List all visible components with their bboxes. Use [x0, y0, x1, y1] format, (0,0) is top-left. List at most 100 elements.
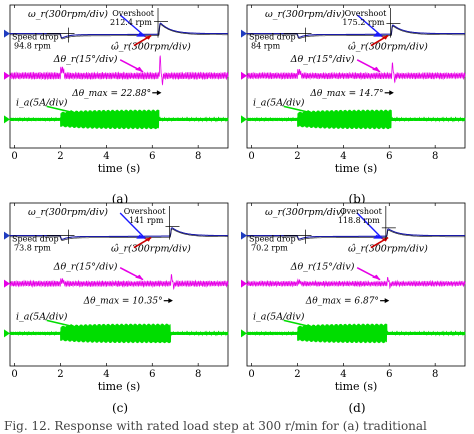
overshoot-label: Overshoot	[340, 207, 383, 216]
channel-marker	[4, 329, 10, 338]
channel-marker	[241, 329, 247, 338]
current-arrow-head	[68, 109, 77, 115]
overshoot-label: Overshoot	[124, 207, 167, 216]
dtheta-arrow-head	[384, 298, 390, 304]
x-tick-label: 6	[149, 369, 155, 380]
theta-arrow-head	[372, 274, 381, 280]
dtheta-arrow-head	[168, 298, 173, 304]
drop-label: Speed drop	[12, 235, 59, 244]
drop-value: 70.2 rpm	[251, 244, 288, 253]
speed-est-arrow-head	[144, 237, 152, 242]
overshoot-label: Overshoot	[112, 9, 155, 18]
current-arrow-head	[68, 323, 77, 329]
x-tick-label: 6	[386, 151, 392, 162]
speed-trace	[247, 228, 465, 240]
x-tick-label: 0	[248, 369, 254, 380]
dtheta-max-label: Δθ_max = 6.87°	[305, 297, 379, 307]
speed-est-arrow-head	[381, 35, 389, 40]
speed-est-label: ω̂_r(300rpm/div)	[111, 244, 191, 255]
theta-arrow-head	[135, 274, 144, 280]
channel-marker	[241, 115, 247, 124]
channel-marker	[241, 231, 247, 240]
speed-arrow-head	[373, 234, 383, 239]
overshoot-value: 141 rpm	[129, 216, 164, 225]
x-tick-label: 2	[294, 369, 300, 380]
dtheta-arrow-head	[389, 90, 394, 96]
drop-label: Speed drop	[12, 33, 59, 42]
speed-label: ω_r(300rpm/div)	[28, 9, 108, 20]
drop-label: Speed drop	[249, 33, 296, 42]
speed-est-arrow-head	[144, 35, 152, 40]
x-tick-label: 2	[57, 369, 63, 380]
speed-label: ω_r(300rpm/div)	[28, 207, 108, 218]
speed-trace	[10, 22, 228, 39]
speed-arrow	[356, 212, 383, 240]
speed-est-trace	[247, 229, 465, 241]
dtheta-max-label: Δθ_max = 10.35°	[83, 297, 163, 307]
current-trace	[9, 323, 229, 344]
panel-caption: (a)	[112, 192, 129, 206]
speed-est-label: ω̂_r(300rpm/div)	[348, 42, 428, 53]
channel-marker	[4, 231, 10, 240]
channel-marker	[4, 29, 10, 38]
current-arrow-head	[305, 109, 314, 115]
speed-est-trace	[10, 228, 228, 241]
panel-caption: (b)	[348, 192, 365, 206]
speed-trace	[10, 227, 228, 240]
current-trace	[246, 323, 466, 344]
theta-label: Δθ_r(15°/div)	[290, 54, 355, 65]
dtheta-arrow-head	[156, 90, 162, 96]
panel-caption: (d)	[348, 401, 365, 415]
channel-marker	[4, 115, 10, 124]
current-label: i_a(5A/div)	[16, 97, 68, 108]
dtheta-max-label: Δθ_max = 14.7°	[309, 89, 383, 99]
x-tick-label: 6	[149, 151, 155, 162]
theta-label: Δθ_r(15°/div)	[53, 262, 118, 273]
overshoot-value: 212.4 rpm	[110, 18, 152, 27]
speed-arrow-head	[373, 32, 383, 37]
speed-arrow	[119, 14, 146, 38]
x-tick-label: 8	[195, 151, 201, 162]
current-trace	[9, 109, 229, 130]
theta-arrow-head	[135, 66, 144, 72]
x-tick-label: 2	[57, 151, 63, 162]
figure-caption: Fig. 12. Response with rated load step a…	[4, 419, 427, 433]
speed-trace	[247, 24, 465, 38]
current-label: i_a(5A/div)	[253, 311, 305, 322]
x-tick-label: 0	[11, 369, 17, 380]
panel-b: 0 2 4 6 8 time (s) ω_r(300rpm/div) ω̂_r(300rpm/…	[241, 4, 466, 206]
speed-arrow-head	[136, 234, 146, 239]
channel-marker	[4, 279, 10, 288]
x-tick-label: 4	[340, 151, 346, 162]
theta-trace	[9, 274, 229, 291]
x-tick-label: 4	[103, 369, 109, 380]
panel-c: 0 2 4 6 8 time (s) ω_r(300rpm/div) ω̂_r(300rpm/…	[4, 202, 229, 415]
x-tick-label: 8	[432, 151, 438, 162]
x-tick-label: 0	[248, 151, 254, 162]
speed-label: ω_r(300rpm/div)	[265, 207, 345, 218]
theta-label: Δθ_r(15°/div)	[53, 54, 118, 65]
speed-arrow-head	[136, 32, 146, 37]
speed-label: ω_r(300rpm/div)	[265, 9, 345, 20]
x-tick-label: 4	[340, 369, 346, 380]
current-label: i_a(5A/div)	[253, 97, 305, 108]
x-axis-label: time (s)	[335, 380, 378, 393]
dtheta-max-label: Δθ_max = 22.88°	[71, 89, 151, 99]
overshoot-label: Overshoot	[345, 9, 388, 18]
current-arrow-head	[305, 323, 314, 329]
theta-trace	[9, 55, 229, 86]
x-tick-label: 0	[11, 151, 17, 162]
speed-est-trace	[247, 25, 465, 39]
x-axis-label: time (s)	[98, 162, 141, 175]
x-tick-label: 8	[432, 369, 438, 380]
overshoot-value: 175.2 rpm	[342, 18, 384, 27]
speed-est-label: ω̂_r(300rpm/div)	[348, 244, 428, 255]
channel-marker	[241, 29, 247, 38]
panel-caption: (c)	[112, 401, 128, 415]
drop-value: 84 rpm	[251, 42, 281, 51]
theta-trace	[246, 276, 466, 290]
drop-value: 94.8 rpm	[14, 42, 51, 51]
x-tick-label: 4	[103, 151, 109, 162]
speed-arrow	[119, 212, 146, 240]
